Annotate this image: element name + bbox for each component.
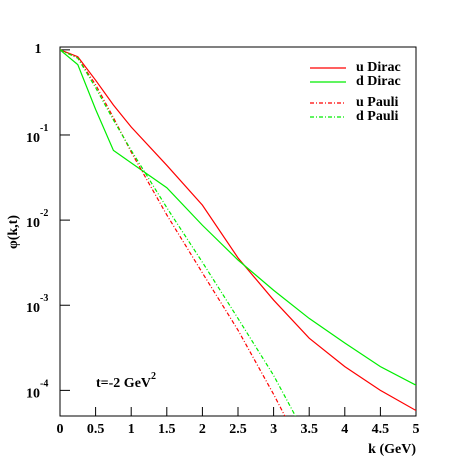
legend-label: u Dirac	[356, 60, 401, 75]
y-tick-label: 10-1	[26, 123, 48, 146]
y-tick-label: 10-3	[26, 294, 48, 317]
annotation-superscript: 2	[151, 371, 156, 382]
annotation-text: t=-2 GeV	[96, 376, 151, 391]
y-tick-base: 10	[26, 301, 40, 316]
x-tick-label: 2.5	[229, 422, 247, 437]
y-tick-label: 1	[35, 42, 42, 57]
legend-label: u Pauli	[356, 95, 399, 110]
legend-label: d Dirac	[356, 74, 401, 89]
y-tick-label: 10-4	[26, 379, 48, 402]
y-tick-label: 10-2	[26, 208, 48, 231]
y-tick-base: 10	[26, 216, 40, 231]
x-tick-label: 5	[413, 422, 420, 437]
annotation: t=-2 GeV2	[96, 371, 156, 391]
series-line	[60, 49, 286, 416]
x-tick-label: 0	[57, 422, 64, 437]
series-line	[60, 49, 297, 416]
x-axis-label: k (GeV)	[368, 442, 416, 457]
y-tick-base: 10	[26, 387, 40, 402]
x-tick-label: 1.5	[158, 422, 176, 437]
series-line	[60, 49, 416, 412]
x-tick-label: 4.5	[372, 422, 390, 437]
y-tick-exponent: -2	[40, 208, 48, 219]
x-tick-label: 3.5	[300, 422, 318, 437]
series-line	[60, 49, 416, 386]
x-tick-label: 3	[270, 422, 277, 437]
y-tick-exponent: -3	[40, 294, 48, 305]
x-tick-label: 2	[199, 422, 206, 437]
x-tick-label: 0.5	[87, 422, 105, 437]
x-tick-label: 4	[341, 422, 348, 437]
plot-lines	[60, 49, 416, 416]
x-tick-label: 1	[128, 422, 135, 437]
y-axis-label: φ(k,t)	[6, 215, 21, 249]
y-tick-base: 10	[26, 131, 40, 146]
y-tick-exponent: -4	[40, 379, 48, 390]
y-tick-exponent: -1	[40, 123, 48, 134]
legend-label: d Pauli	[356, 109, 399, 124]
